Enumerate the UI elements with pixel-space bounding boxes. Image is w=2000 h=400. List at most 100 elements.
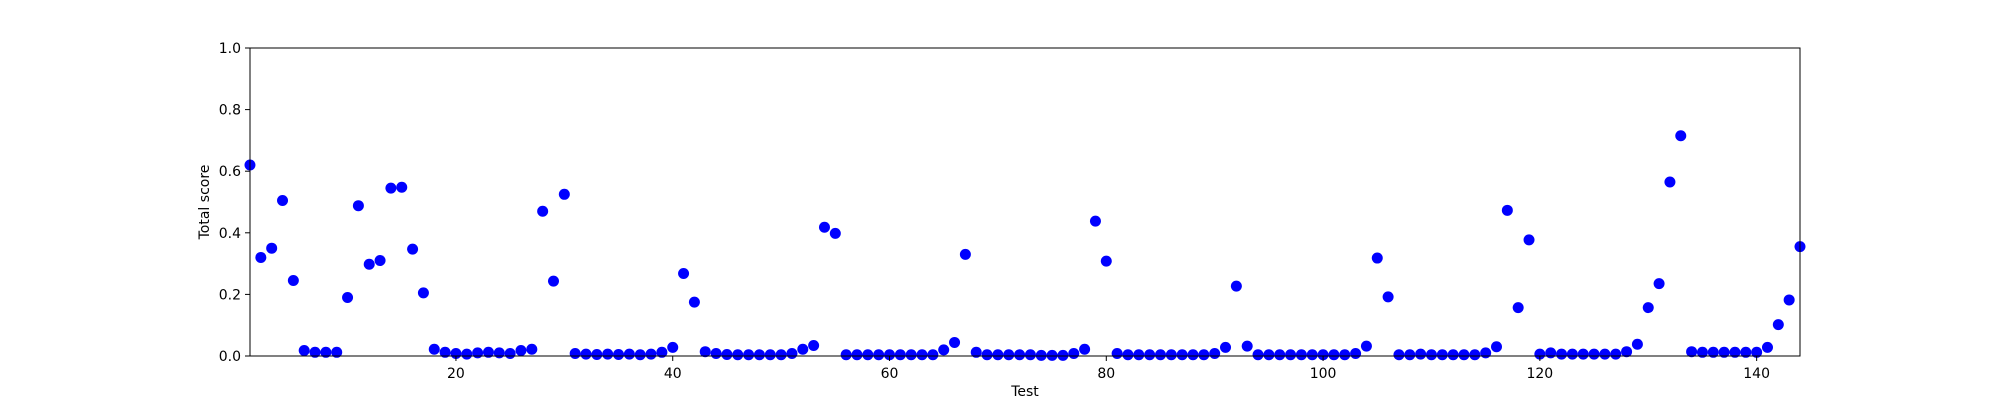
data-point — [905, 349, 917, 361]
y-tick-label: 0.6 — [219, 164, 241, 180]
data-point — [602, 348, 614, 360]
data-point — [1686, 346, 1698, 358]
data-point — [1100, 255, 1112, 267]
x-tick-label: 140 — [1743, 366, 1770, 382]
data-point — [591, 348, 603, 360]
data-point — [1241, 340, 1253, 352]
data-point — [298, 344, 310, 356]
data-point — [417, 287, 429, 299]
data-point — [482, 346, 494, 358]
data-point — [916, 349, 928, 361]
data-point — [558, 188, 570, 200]
data-point — [396, 181, 408, 193]
data-point — [1252, 349, 1264, 361]
data-point — [1534, 348, 1546, 360]
data-point — [1621, 346, 1633, 358]
data-point — [786, 348, 798, 360]
data-point — [1718, 346, 1730, 358]
x-tick-label: 120 — [1526, 366, 1553, 382]
data-point — [277, 194, 289, 206]
data-point — [1783, 294, 1795, 306]
data-point — [1079, 343, 1091, 355]
data-point — [1306, 349, 1318, 361]
data-point — [331, 346, 343, 358]
data-point — [1588, 348, 1600, 360]
data-point — [526, 343, 538, 355]
data-point — [818, 221, 830, 233]
data-point — [569, 348, 581, 360]
data-point — [613, 348, 625, 360]
data-point — [1285, 349, 1297, 361]
data-point — [1089, 215, 1101, 227]
x-axis-ticks: 20 40 60 80 100 120 140 — [447, 356, 1770, 382]
data-point — [1003, 349, 1015, 361]
data-point — [461, 348, 473, 360]
data-point — [1057, 349, 1069, 361]
y-tick-label: 0.4 — [219, 226, 241, 242]
data-point — [732, 349, 744, 361]
data-point — [699, 346, 711, 358]
data-point — [504, 348, 516, 360]
data-point — [580, 348, 592, 360]
data-point — [1393, 349, 1405, 361]
x-axis-label: Test — [1010, 384, 1039, 400]
data-point — [678, 267, 690, 279]
data-point — [894, 349, 906, 361]
data-point — [1220, 341, 1232, 353]
data-point — [1436, 349, 1448, 361]
data-point — [1187, 349, 1199, 361]
data-point — [374, 255, 386, 267]
data-point — [688, 296, 700, 308]
data-point — [1176, 349, 1188, 361]
data-point — [873, 349, 885, 361]
data-point — [1458, 349, 1470, 361]
data-point — [1154, 349, 1166, 361]
data-point — [1642, 302, 1654, 314]
data-point — [1382, 291, 1394, 303]
data-point — [1295, 349, 1307, 361]
data-point — [1761, 341, 1773, 353]
data-point — [927, 349, 939, 361]
data-points — [244, 130, 1806, 361]
data-point — [764, 349, 776, 361]
data-point — [1631, 338, 1643, 350]
data-point — [981, 349, 993, 361]
data-point — [1122, 349, 1134, 361]
data-point — [1556, 348, 1568, 360]
data-point — [1751, 346, 1763, 358]
data-point — [710, 348, 722, 360]
data-point — [884, 349, 896, 361]
data-point — [1046, 349, 1058, 361]
y-tick-label: 1.0 — [219, 41, 241, 57]
data-point — [287, 275, 299, 287]
x-tick-label: 20 — [447, 366, 465, 382]
data-point — [1501, 204, 1513, 216]
data-point — [1480, 347, 1492, 359]
data-point — [1198, 349, 1210, 361]
data-point — [1577, 348, 1589, 360]
data-point — [1664, 176, 1676, 188]
data-point — [721, 348, 733, 360]
data-point — [1512, 302, 1524, 314]
y-axis-ticks: 0.0 0.2 0.4 0.6 0.8 1.0 — [219, 41, 250, 365]
data-point — [1350, 348, 1362, 360]
x-tick-label: 100 — [1310, 366, 1337, 382]
data-point — [808, 340, 820, 352]
data-point — [992, 349, 1004, 361]
data-point — [623, 348, 635, 360]
data-point — [1675, 130, 1687, 142]
data-point — [1696, 346, 1708, 358]
data-point — [1328, 349, 1340, 361]
data-point — [753, 349, 765, 361]
x-tick-label: 40 — [664, 366, 682, 382]
data-point — [1133, 349, 1145, 361]
data-point — [439, 346, 451, 358]
plot-frame — [249, 47, 1801, 357]
data-point — [352, 200, 364, 212]
data-point — [493, 347, 505, 359]
x-tick-label: 80 — [1097, 366, 1115, 382]
data-point — [1545, 347, 1557, 359]
data-point — [1425, 349, 1437, 361]
data-point — [851, 349, 863, 361]
x-tick-label: 60 — [881, 366, 899, 382]
